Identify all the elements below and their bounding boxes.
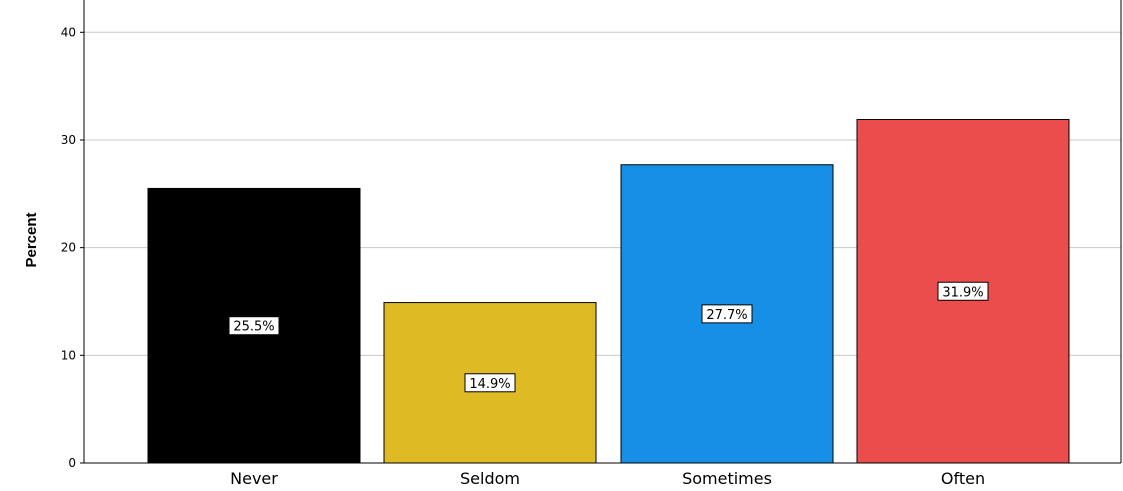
bars <box>147 119 1070 464</box>
data-label-box-seldom <box>464 373 516 393</box>
y-tick-label-10: 10 <box>61 348 76 362</box>
data-label-text-sometimes: 27.7% <box>706 308 747 323</box>
data-label-text-never: 25.5% <box>233 320 274 335</box>
data-label-box-never <box>228 316 280 336</box>
data-label-box-sometimes <box>701 304 753 324</box>
data-label-text-often: 31.9% <box>942 285 983 300</box>
data-label-sometimes: 27.7% <box>701 304 753 324</box>
data-label-seldom: 14.9% <box>464 373 516 393</box>
x-tick-label-seldom: Seldom <box>460 469 520 488</box>
y-tick-label-40: 40 <box>61 25 76 39</box>
data-labels: 25.5% 14.9% 27.7% 31.9% <box>228 281 989 393</box>
y-tick-label-0: 0 <box>68 456 76 470</box>
y-tick-label-30: 30 <box>61 133 76 147</box>
y-axis-title: Percent <box>23 212 40 267</box>
x-tick-label-sometimes: Sometimes <box>682 469 772 488</box>
x-tick-label-never: Never <box>230 469 278 488</box>
data-label-often: 31.9% <box>937 281 989 301</box>
x-tick-label-often: Often <box>941 469 985 488</box>
data-label-never: 25.5% <box>228 316 280 336</box>
y-tick-label-20: 20 <box>61 241 76 255</box>
data-label-text-seldom: 14.9% <box>469 377 510 392</box>
data-label-box-often <box>937 281 989 301</box>
